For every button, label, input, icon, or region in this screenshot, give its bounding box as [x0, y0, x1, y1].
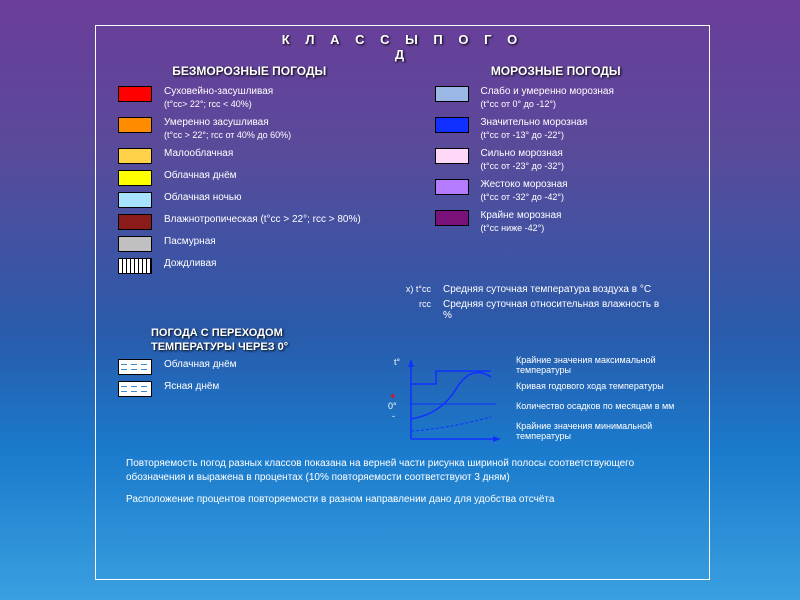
chart-note-1: Кривая годового хода температуры: [516, 381, 664, 391]
left-item-3: Облачная днём: [118, 170, 403, 186]
meta-key: rсс: [401, 299, 431, 309]
transition-left: Облачная днём Ясная днём: [96, 359, 396, 449]
col-left: БЕЗМОРОЗНЫЕ ПОГОДЫ Суховейно-засушливая(…: [96, 64, 403, 280]
left-item-4: Облачная ночью: [118, 192, 403, 208]
swatch: [435, 148, 469, 164]
swatch: [435, 210, 469, 226]
legend-label: Слабо и умеренно морозная(t°сс от 0° до …: [481, 86, 614, 111]
col-right: МОРОЗНЫЕ ПОГОДЫ Слабо и умеренно морозна…: [403, 64, 710, 280]
legend-label: Влажнотропическая (t°сс > 22°; rсс > 80%…: [164, 214, 361, 227]
swatch: [118, 258, 152, 274]
mini-chart-area: t° + 0° - Крайние значения максимальной …: [396, 359, 706, 449]
columns: БЕЗМОРОЗНЫЕ ПОГОДЫ Суховейно-засушливая(…: [96, 64, 709, 280]
left-item-1: Умеренно засушливая(t°сс > 22°; rсс от 4…: [118, 117, 403, 142]
axis-t: t°: [394, 357, 400, 367]
swatch-dashes: [118, 381, 152, 397]
legend-label: Облачная ночью: [164, 192, 242, 205]
right-item-2: Сильно морозная(t°сс от -23° до -32°): [435, 148, 710, 173]
main-title-2: Д: [96, 47, 709, 62]
left-item-6: Пасмурная: [118, 236, 403, 252]
legend-label: Крайне морозная(t°сс ниже -42°): [481, 210, 562, 235]
footer-1: Повторяемость погод разных классов показ…: [126, 457, 679, 485]
meta-val: Средняя суточная температура воздуха в °…: [443, 284, 651, 295]
transition-block: Облачная днём Ясная днём t°: [96, 359, 709, 449]
swatch: [118, 148, 152, 164]
swatch: [118, 236, 152, 252]
swatch-dashes: [118, 359, 152, 375]
right-heading: МОРОЗНЫЕ ПОГОДЫ: [403, 64, 710, 78]
main-title-1: К Л А С С Ы П О Г О: [96, 32, 709, 47]
legend-label: Значительно морозная(t°сс от -13° до -22…: [481, 117, 588, 142]
legend-label: Облачная днём: [164, 170, 237, 183]
right-item-1: Значительно морозная(t°сс от -13° до -22…: [435, 117, 710, 142]
trans-item-0: Облачная днём: [118, 359, 396, 375]
right-item-4: Крайне морозная(t°сс ниже -42°): [435, 210, 710, 235]
axis-zero: 0°: [388, 401, 397, 411]
right-item-3: Жестоко морозная(t°сс от -32° до -42°): [435, 179, 710, 204]
swatch: [435, 179, 469, 195]
left-item-2: Малооблачная: [118, 148, 403, 164]
chart-note-2: Количество осадков по месяцам в мм: [516, 401, 674, 411]
left-item-5: Влажнотропическая (t°сс > 22°; rсс > 80%…: [118, 214, 403, 230]
left-heading: БЕЗМОРОЗНЫЕ ПОГОДЫ: [96, 64, 403, 78]
footer-2: Расположение процентов повторяемости в р…: [126, 493, 679, 507]
legend-panel: К Л А С С Ы П О Г О Д БЕЗМОРОЗНЫЕ ПОГОДЫ…: [95, 25, 710, 580]
swatch: [118, 117, 152, 133]
meta-key: x) t°сс: [401, 284, 431, 294]
transition-heading-2: ТЕМПЕРАТУРЫ ЧЕРЕЗ 0°: [151, 341, 709, 353]
chart-note-3: Крайние значения минимальной температуры: [516, 421, 686, 441]
legend-label: Дождливая: [164, 258, 216, 271]
legend-label: Пасмурная: [164, 236, 216, 249]
chart-note-0: Крайние значения максимальной температур…: [516, 355, 686, 375]
swatch: [118, 86, 152, 102]
legend-label: Суховейно-засушливая(t°сс> 22°; rсс < 40…: [164, 86, 273, 111]
axis-plus: +: [390, 391, 395, 401]
meta-row-1: rсс Средняя суточная относительная влажно…: [401, 299, 709, 321]
axis-minus: -: [392, 411, 395, 421]
trans-label-0: Облачная днём: [164, 359, 237, 372]
meta-row-0: x) t°сс Средняя суточная температура возд…: [401, 284, 709, 295]
meta-val: Средняя суточная относительная влажность…: [443, 299, 663, 321]
transition-heading-1: ПОГОДА С ПЕРЕХОДОМ: [151, 327, 709, 339]
right-item-0: Слабо и умеренно морозная(t°сс от 0° до …: [435, 86, 710, 111]
swatch: [435, 86, 469, 102]
swatch: [118, 214, 152, 230]
legend-label: Умеренно засушливая(t°сс > 22°; rсс от 4…: [164, 117, 291, 142]
left-item-0: Суховейно-засушливая(t°сс> 22°; rсс < 40…: [118, 86, 403, 111]
left-item-7: Дождливая: [118, 258, 403, 274]
swatch: [118, 170, 152, 186]
trans-item-1: Ясная днём: [118, 381, 396, 397]
swatch: [118, 192, 152, 208]
legend-label: Сильно морозная(t°сс от -23° до -32°): [481, 148, 565, 173]
mini-chart: [396, 359, 506, 449]
trans-label-1: Ясная днём: [164, 381, 219, 394]
swatch: [435, 117, 469, 133]
legend-label: Малооблачная: [164, 148, 233, 161]
legend-label: Жестоко морозная(t°сс от -32° до -42°): [481, 179, 568, 204]
